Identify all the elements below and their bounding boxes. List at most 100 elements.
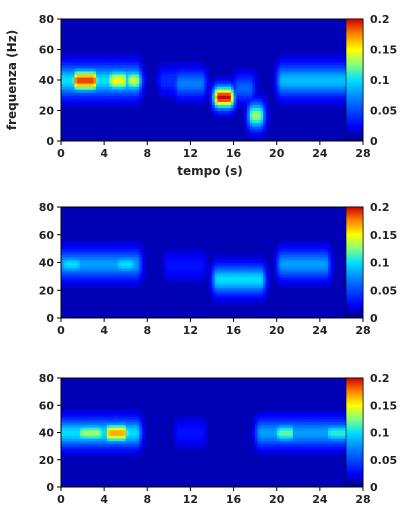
- heatmap-cell: [61, 55, 65, 60]
- heatmap-cell: [252, 113, 256, 118]
- heatmap-cell: [106, 76, 111, 81]
- heatmap-cell: [292, 424, 297, 428]
- heatmap-cell: [325, 413, 329, 417]
- heatmap-cell: [217, 92, 221, 96]
- heatmap-cell: [63, 92, 67, 96]
- heatmap-cell: [271, 432, 275, 436]
- heatmap-cell: [244, 98, 248, 102]
- heatmap-cell: [74, 276, 78, 280]
- heatmap-cell: [276, 86, 281, 90]
- heatmap-cell: [104, 265, 108, 269]
- heatmap-cell: [220, 113, 224, 118]
- heatmap-cell: [314, 429, 318, 434]
- heatmap-cell: [322, 440, 326, 445]
- heatmap-cell: [136, 448, 140, 453]
- heatmap-cell: [109, 67, 113, 72]
- heatmap-cell: [96, 259, 100, 264]
- heatmap-cell: [128, 276, 132, 280]
- heatmap-cell: [330, 451, 334, 455]
- heatmap-cell: [63, 73, 67, 78]
- heatmap-cell: [276, 270, 281, 275]
- heatmap-cell: [260, 279, 264, 283]
- heatmap-cell: [136, 251, 140, 255]
- heatmap-cell: [249, 301, 254, 305]
- heatmap-cell: [295, 279, 299, 283]
- heatmap-cell: [133, 101, 138, 105]
- heatmap-cell: [114, 440, 119, 445]
- heatmap-cell: [214, 290, 218, 294]
- heatmap-cell: [290, 70, 294, 75]
- heatmap-cell: [314, 104, 318, 109]
- heatmap-cell: [66, 92, 70, 96]
- heatmap-cell: [77, 281, 81, 286]
- heatmap-cell: [255, 293, 259, 297]
- heatmap-cell: [77, 268, 81, 272]
- heatmap-cell: [336, 104, 340, 109]
- heatmap-cell: [85, 448, 89, 453]
- heatmap-cell: [90, 254, 94, 258]
- heatmap-cell: [133, 248, 138, 253]
- heatmap-cell: [284, 435, 289, 439]
- heatmap-cell: [96, 437, 100, 442]
- heatmap-cell: [203, 418, 208, 423]
- heatmap-cell: [82, 270, 86, 275]
- heatmap-cell: [155, 86, 159, 90]
- heatmap-cell: [90, 55, 94, 60]
- heatmap-cell: [325, 101, 329, 105]
- heatmap-cell: [182, 101, 186, 105]
- heatmap-cell: [233, 279, 237, 283]
- heatmap-cell: [128, 259, 132, 264]
- heatmap-cell: [114, 61, 119, 66]
- y-tick-label: 40: [39, 74, 55, 87]
- heatmap-cell: [233, 70, 237, 75]
- heatmap-cell: [174, 256, 178, 261]
- heatmap-cell: [327, 443, 332, 447]
- heatmap-cell: [282, 251, 286, 255]
- heatmap-cell: [93, 270, 97, 275]
- heatmap-cell: [187, 83, 192, 87]
- heatmap-cell: [61, 265, 65, 269]
- heatmap-cell: [303, 443, 307, 447]
- heatmap-cell: [179, 98, 183, 102]
- heatmap-cell: [168, 70, 173, 75]
- heatmap-cell: [201, 251, 205, 255]
- heatmap-cell: [101, 101, 105, 105]
- heatmap-cell: [238, 104, 243, 109]
- heatmap-cell: [66, 70, 70, 75]
- heatmap-cell: [314, 64, 318, 69]
- heatmap-cell: [123, 437, 127, 442]
- heatmap-cell: [201, 98, 205, 102]
- heatmap-cell: [187, 435, 192, 439]
- heatmap-cell: [222, 256, 227, 261]
- heatmap-cell: [255, 110, 259, 115]
- heatmap-cell: [338, 451, 343, 455]
- heatmap-cell: [333, 52, 337, 57]
- heatmap-cell: [87, 61, 92, 66]
- heatmap-cell: [249, 276, 254, 280]
- heatmap-cell: [300, 92, 305, 96]
- heatmap-cell: [287, 64, 291, 69]
- heatmap-cell: [96, 416, 100, 420]
- heatmap-cell: [325, 265, 329, 269]
- heatmap-cell: [77, 262, 81, 266]
- heatmap-cell: [314, 86, 318, 90]
- heatmap-cell: [322, 73, 326, 78]
- heatmap-cell: [174, 265, 178, 269]
- heatmap-cell: [176, 101, 181, 105]
- heatmap-cell: [333, 443, 337, 447]
- heatmap-cell: [319, 245, 324, 250]
- heatmap-cell: [290, 413, 294, 417]
- heatmap-cell: [228, 254, 232, 258]
- heatmap-cell: [306, 262, 310, 266]
- heatmap-cell: [66, 245, 70, 250]
- heatmap-cell: [322, 76, 326, 81]
- heatmap-cell: [222, 273, 227, 277]
- heatmap-cell: [317, 268, 321, 272]
- heatmap-cell: [238, 254, 243, 258]
- heatmap-cell: [263, 281, 267, 286]
- heatmap-cell: [263, 128, 267, 133]
- heatmap-cell: [123, 416, 127, 420]
- heatmap-cell: [333, 92, 337, 96]
- heatmap-cell: [282, 240, 286, 244]
- heatmap-cell: [79, 251, 84, 255]
